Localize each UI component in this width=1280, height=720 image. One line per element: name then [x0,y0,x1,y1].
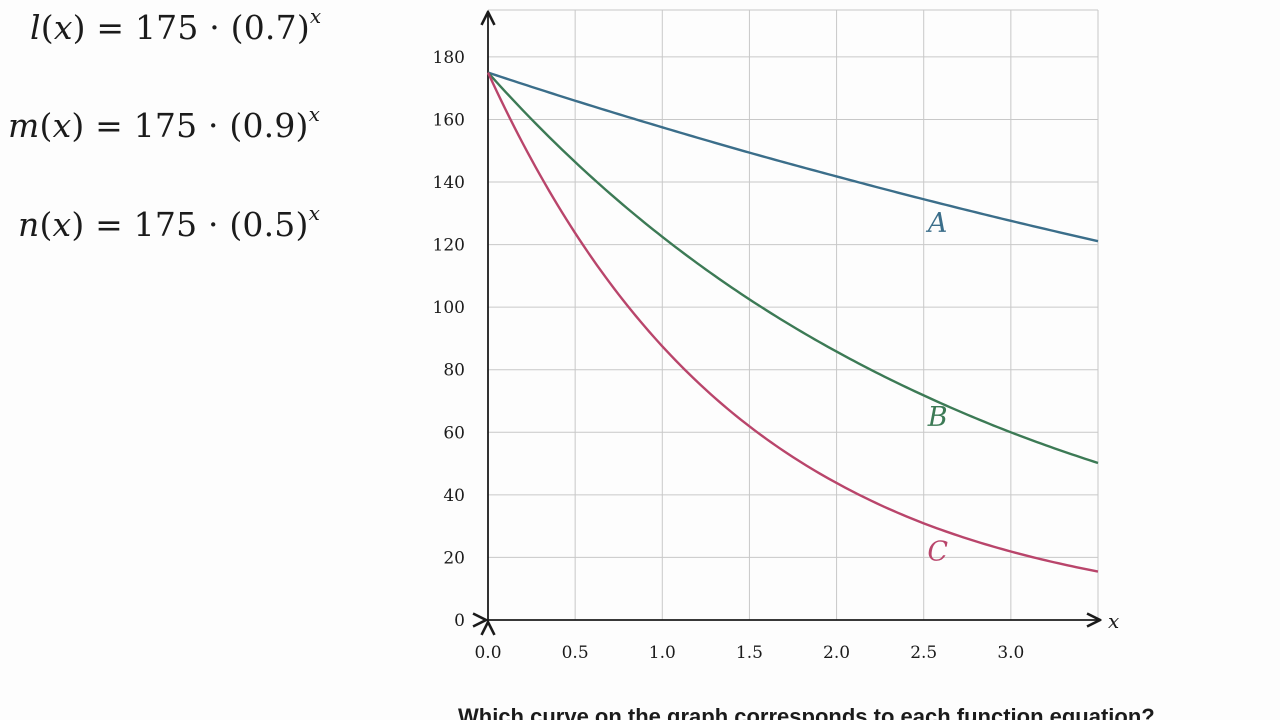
y-tick-label: 20 [443,548,465,568]
x-tick-label: 3.0 [997,643,1024,663]
y-tick-label: 120 [433,236,465,256]
y-tick-label: 40 [443,486,465,506]
y-tick-label: 100 [433,298,465,318]
base: 0.5 [242,205,296,244]
exponent: x [308,102,321,126]
equation-l: l(x) = 175 · (0.7)x [30,4,322,47]
y-tick-label: 0 [454,611,465,631]
function-name: l [30,8,41,47]
series-line-c [486,72,1099,573]
y-tick-label: 140 [433,173,465,193]
series-label-b: B [927,402,948,433]
x-tick-label: 1.5 [736,643,763,663]
function-name: n [18,205,40,244]
series-lines [486,71,1099,573]
x-axis-label: x [1108,609,1119,633]
grid [488,9,1099,620]
y-tick-label: 180 [433,48,465,68]
coefficient: 175 [133,205,198,244]
question-text: Which curve on the graph corresponds to … [458,704,1155,720]
equation-n: n(x) = 175 · (0.5)x [18,201,321,244]
tick-labels: x 0.0 0.5 1.0 1.5 2.0 2.5 3.0 0 20 40 60 80 100 120 140… [433,48,1120,663]
series-line-a [487,71,1099,243]
x-tick-label: 0.5 [562,643,589,663]
x-tick-label: 2.0 [823,643,850,663]
x-tick-label: 0.0 [474,643,501,663]
series-label-a: A [925,208,948,239]
function-variable: x [52,106,72,145]
series-line-b [487,71,1099,465]
x-tick-label: 1.0 [649,643,676,663]
axes [486,12,1100,622]
function-variable: x [53,8,73,47]
function-equations: l(x) = 175 · (0.7)x m(x) = 175 · (0.9)x … [0,0,360,300]
base: 0.7 [243,8,297,47]
base: 0.9 [242,106,296,145]
series-label-c: C [927,537,948,568]
coefficient: 175 [134,8,199,47]
exponent: x [309,4,322,28]
equation-m: m(x) = 175 · (0.9)x [8,102,321,145]
series-labels: A B C [925,208,948,567]
exponent: x [308,201,321,225]
function-name: m [8,106,40,145]
y-tick-label: 60 [443,423,465,443]
coefficient: 175 [133,106,198,145]
x-tick-label: 2.5 [910,643,937,663]
y-tick-label: 160 [433,110,465,130]
function-variable: x [52,205,72,244]
y-tick-label: 80 [443,361,465,381]
